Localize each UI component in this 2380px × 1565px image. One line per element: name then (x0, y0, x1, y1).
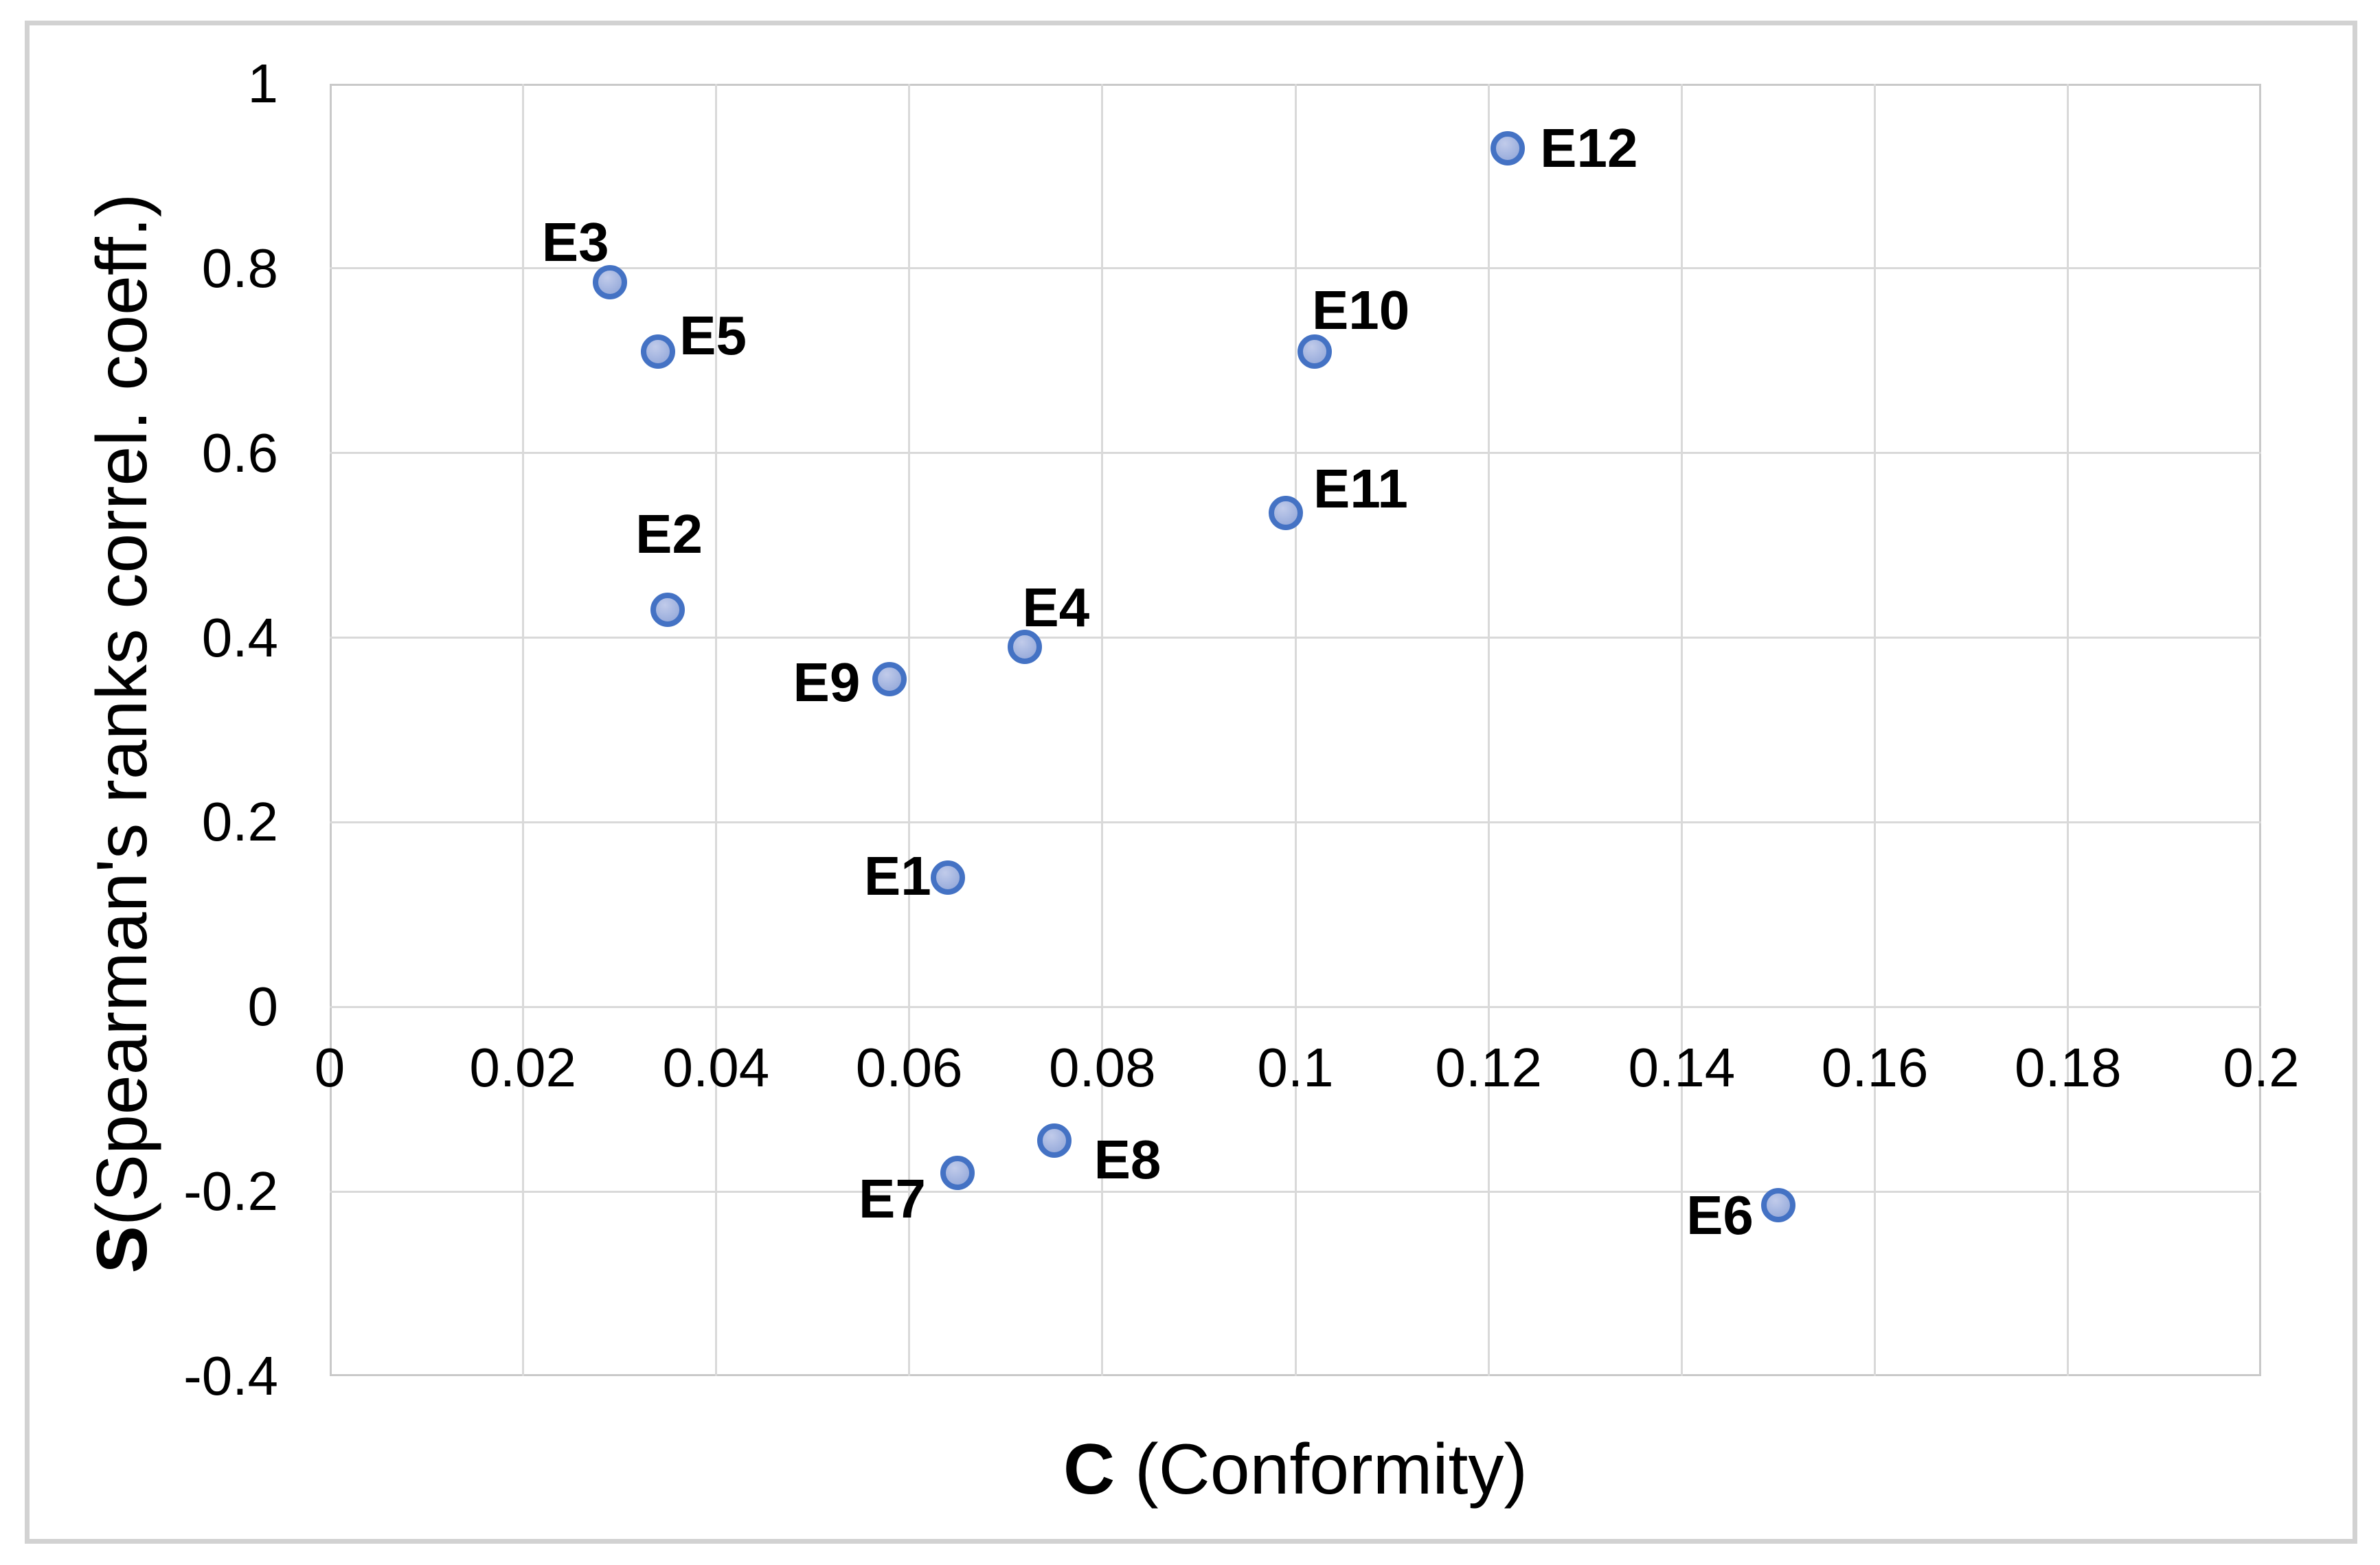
data-point-e7 (940, 1156, 975, 1191)
gridline-vertical (2067, 84, 2070, 1376)
x-tick-label: 0.12 (1435, 1037, 1543, 1098)
point-label-e3: E3 (541, 212, 609, 273)
gridline-horizontal (330, 1005, 2261, 1008)
point-label-e7: E7 (858, 1168, 926, 1230)
gridline-vertical (714, 84, 717, 1376)
gridline-vertical (521, 84, 524, 1376)
data-point-e11 (1268, 496, 1303, 531)
y-axis-title-rest: (Spearman's ranks correl. coeff.) (82, 193, 162, 1226)
x-tick-label: 0.14 (1628, 1037, 1736, 1098)
x-tick-label: 0 (314, 1037, 345, 1098)
point-label-e2: E2 (635, 503, 703, 565)
gridline-horizontal (330, 637, 2261, 639)
x-tick-label: 0.18 (2014, 1037, 2122, 1098)
data-point-e1 (930, 860, 965, 895)
data-point-e4 (1008, 630, 1043, 664)
data-point-e8 (1036, 1123, 1072, 1158)
gridline-vertical (1487, 84, 1490, 1376)
x-tick-label: 0.04 (662, 1037, 770, 1098)
point-label-e11: E11 (1313, 458, 1408, 520)
gridline-vertical (908, 84, 911, 1376)
x-tick-label: 0.02 (469, 1037, 577, 1098)
gridline-horizontal (330, 452, 2261, 455)
gridline-vertical (1680, 84, 1683, 1376)
data-point-e5 (641, 334, 676, 369)
x-tick-label: 0.06 (855, 1037, 963, 1098)
y-tick-label: 1 (247, 53, 279, 114)
x-tick-label: 0.2 (2223, 1037, 2300, 1098)
data-point-e9 (872, 662, 907, 697)
gridline-horizontal (330, 1190, 2261, 1193)
point-label-e4: E4 (1022, 577, 1090, 638)
point-label-e6: E6 (1686, 1185, 1754, 1246)
point-label-e9: E9 (793, 652, 861, 713)
data-point-e12 (1491, 131, 1526, 166)
y-axis-title-bold: S (82, 1226, 162, 1274)
point-label-e12: E12 (1540, 117, 1638, 179)
y-tick-label: 0.8 (201, 237, 278, 299)
y-tick-label: 0 (247, 976, 279, 1038)
point-label-e5: E5 (679, 304, 747, 366)
data-point-e10 (1297, 334, 1333, 369)
x-axis-title-bold: C (1063, 1430, 1115, 1509)
data-point-e2 (650, 593, 685, 628)
y-tick-label: 0.2 (201, 791, 278, 853)
gridline-vertical (1294, 84, 1297, 1376)
gridline-vertical (1101, 84, 1104, 1376)
y-tick-label: 0.6 (201, 422, 278, 483)
x-axis-title-rest: (Conformity) (1115, 1430, 1528, 1509)
y-axis-title: S(Spearman's ranks correl. coeff.) (82, 194, 162, 1274)
data-point-e3 (592, 265, 627, 300)
gridline-horizontal (330, 821, 2261, 823)
data-point-e6 (1761, 1188, 1795, 1223)
x-tick-label: 0.1 (1257, 1037, 1334, 1098)
point-label-e8: E8 (1093, 1129, 1161, 1191)
x-tick-label: 0.08 (1048, 1037, 1156, 1098)
x-axis-title: C (Conformity) (1063, 1434, 1528, 1505)
y-tick-label: -0.2 (183, 1161, 278, 1222)
gridline-horizontal (330, 267, 2261, 270)
gridline-vertical (1874, 84, 1877, 1376)
point-label-e10: E10 (1311, 279, 1410, 341)
x-tick-label: 0.16 (1821, 1037, 1929, 1098)
point-label-e1: E1 (863, 845, 931, 907)
y-tick-label: -0.4 (183, 1345, 278, 1406)
y-tick-label: 0.4 (201, 606, 278, 668)
